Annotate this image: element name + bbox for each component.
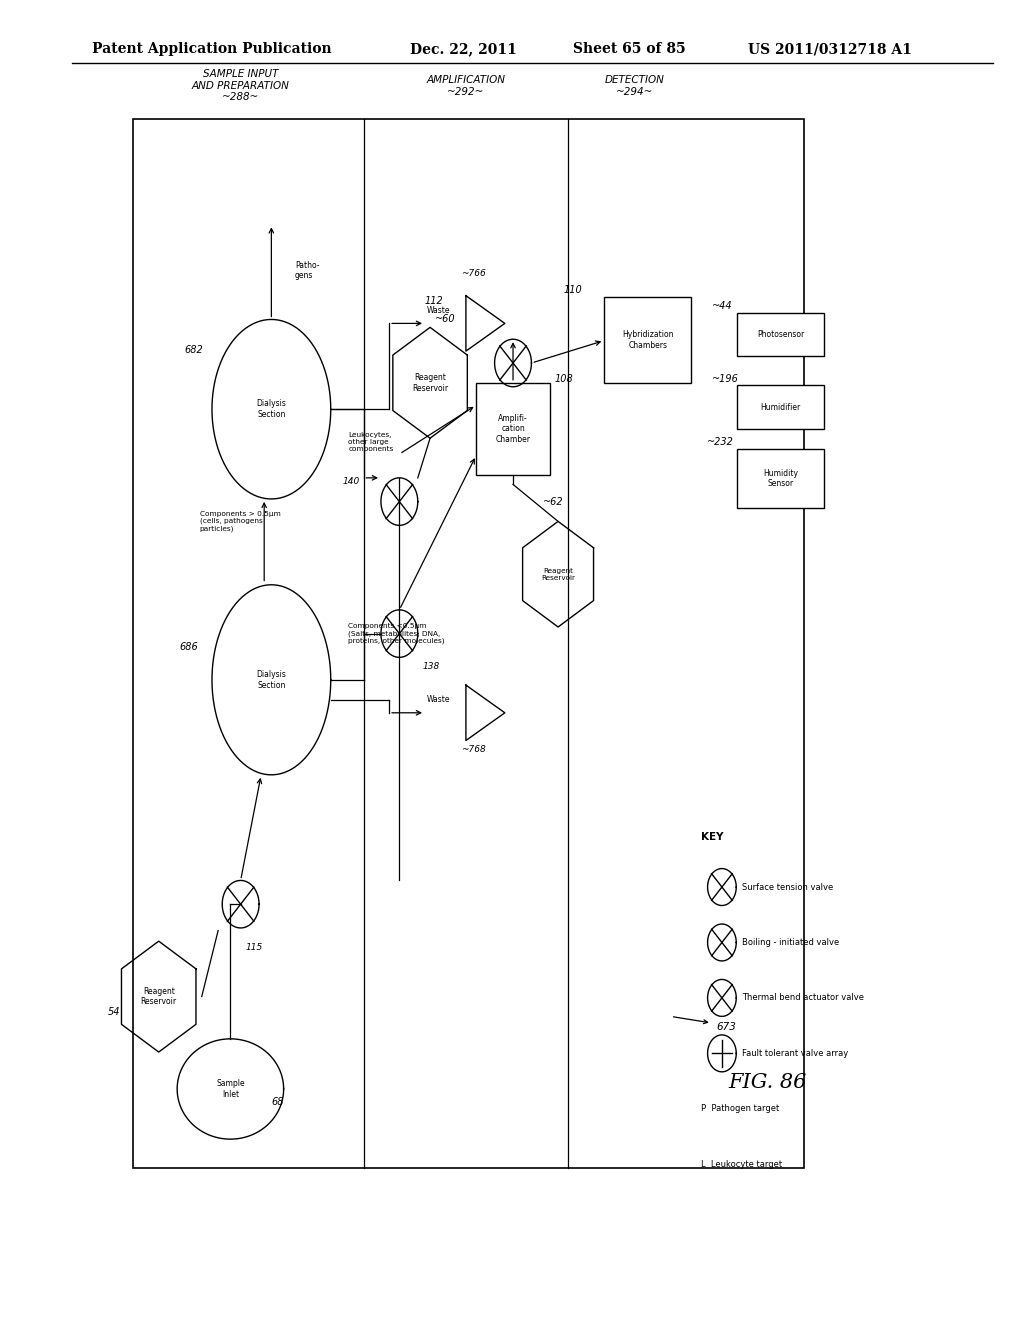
Text: 138: 138 xyxy=(423,663,440,671)
Text: 68: 68 xyxy=(271,1097,284,1107)
Bar xyxy=(604,297,691,383)
Text: P  Pathogen target: P Pathogen target xyxy=(701,1105,779,1113)
Text: 108: 108 xyxy=(555,374,573,384)
Text: Boiling - initiated valve: Boiling - initiated valve xyxy=(742,939,840,946)
Text: Fault tolerant valve array: Fault tolerant valve array xyxy=(742,1049,849,1057)
Text: ~62: ~62 xyxy=(543,496,563,507)
Text: Components <0.5μm
(Salts, metabolites, DNA,
proteins, other molecules): Components <0.5μm (Salts, metabolites, D… xyxy=(348,623,444,644)
Text: 682: 682 xyxy=(184,345,203,355)
Text: ~60: ~60 xyxy=(435,314,456,325)
Text: 115: 115 xyxy=(246,944,263,952)
Text: Reagent
Reservoir: Reagent Reservoir xyxy=(140,987,177,1006)
Text: US 2011/0312718 A1: US 2011/0312718 A1 xyxy=(748,42,911,57)
Text: L  Leukocyte target: L Leukocyte target xyxy=(701,1160,782,1168)
Text: SAMPLE INPUT
AND PREPARATION
~288~: SAMPLE INPUT AND PREPARATION ~288~ xyxy=(191,69,290,103)
Text: Hybridization
Chambers: Hybridization Chambers xyxy=(622,330,674,350)
Text: ~44: ~44 xyxy=(712,301,732,312)
Text: 686: 686 xyxy=(179,642,198,652)
Text: Patho-
gens: Patho- gens xyxy=(295,261,319,280)
Text: KEY: KEY xyxy=(701,832,724,842)
Text: Dec. 22, 2011: Dec. 22, 2011 xyxy=(410,42,516,57)
Text: Humidifier: Humidifier xyxy=(761,403,801,412)
Bar xyxy=(737,385,824,429)
Text: Thermal bend actuator valve: Thermal bend actuator valve xyxy=(742,994,864,1002)
Text: Sample
Inlet: Sample Inlet xyxy=(216,1080,245,1098)
Text: Amplifi-
cation
Chamber: Amplifi- cation Chamber xyxy=(496,414,530,444)
Text: Dialysis
Section: Dialysis Section xyxy=(256,671,287,689)
Text: ~196: ~196 xyxy=(712,374,738,384)
Text: Dialysis
Section: Dialysis Section xyxy=(256,400,287,418)
Text: Humidity
Sensor: Humidity Sensor xyxy=(763,469,799,488)
Text: 110: 110 xyxy=(563,285,582,296)
Text: Reagent
Reservoir: Reagent Reservoir xyxy=(541,568,575,581)
Text: 54: 54 xyxy=(108,1007,120,1018)
Text: Reagent
Reservoir: Reagent Reservoir xyxy=(412,374,449,392)
Text: Sheet 65 of 85: Sheet 65 of 85 xyxy=(573,42,686,57)
Text: Surface tension valve: Surface tension valve xyxy=(742,883,834,891)
Bar xyxy=(737,313,824,356)
Text: Waste: Waste xyxy=(427,696,451,704)
Text: DETECTION
~294~: DETECTION ~294~ xyxy=(605,75,665,96)
Bar xyxy=(737,449,824,508)
Text: 112: 112 xyxy=(425,296,443,306)
Text: ~766: ~766 xyxy=(461,269,485,277)
Text: Components > 0.5μm
(cells, pathogens
particles): Components > 0.5μm (cells, pathogens par… xyxy=(200,511,281,532)
Text: Patent Application Publication: Patent Application Publication xyxy=(92,42,332,57)
Bar xyxy=(133,119,804,1168)
Bar xyxy=(476,383,550,475)
Text: 673: 673 xyxy=(717,1022,736,1032)
Text: 140: 140 xyxy=(343,478,360,486)
Text: FIG. 86: FIG. 86 xyxy=(729,1073,807,1092)
Text: Waste: Waste xyxy=(427,306,451,314)
Text: ~768: ~768 xyxy=(461,746,485,754)
Text: Photosensor: Photosensor xyxy=(757,330,805,339)
Text: AMPLIFICATION
~292~: AMPLIFICATION ~292~ xyxy=(426,75,506,96)
Text: ~232: ~232 xyxy=(707,437,733,447)
Text: Leukocytes,
other large
components: Leukocytes, other large components xyxy=(348,432,393,453)
